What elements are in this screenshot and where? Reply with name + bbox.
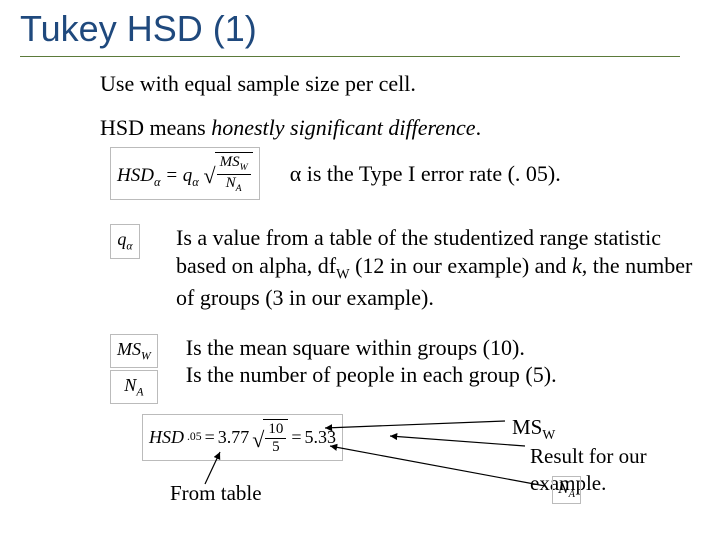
msw-v: MS — [117, 339, 141, 359]
sqrt-icon: √ — [204, 162, 216, 190]
msw-symbol: MSW — [110, 334, 158, 368]
msw-na-definitions: MSW NA Is the mean square within groups … — [100, 334, 700, 404]
na-symbol: NA — [110, 370, 158, 404]
sqrt-icon: √ — [252, 426, 264, 454]
na-v: N — [124, 375, 136, 395]
qd-k: k — [572, 253, 582, 278]
msw-desc: Is the mean square within groups (10). — [186, 334, 700, 362]
f-q: q — [183, 165, 193, 186]
msw-a-sub: W — [542, 427, 555, 442]
hsd-post: . — [476, 115, 482, 140]
hsd-italic: honestly significant difference — [211, 115, 475, 140]
content-body: Use with equal sample size per cell. HSD… — [100, 70, 700, 461]
ex-eq2: = — [291, 426, 301, 449]
line-use: Use with equal sample size per cell. — [100, 70, 700, 98]
ex-lhs-sub: .05 — [187, 430, 202, 445]
from-table-label: From table — [170, 480, 262, 506]
q-alpha-symbol: qα — [110, 224, 140, 258]
na-a-pre: N — [558, 480, 569, 497]
ex-den: 5 — [269, 439, 283, 456]
alpha-rest: is the Type I error rate (. 05). — [301, 161, 561, 186]
na-sub: A — [136, 386, 143, 399]
q-alpha-desc: Is a value from a table of the studentiz… — [176, 224, 700, 311]
ex-eq1: = — [205, 426, 215, 449]
ex-lhs: HSD — [149, 426, 184, 449]
annotations-right: MSW Result for our example. — [512, 414, 700, 496]
ex-num: 10 — [265, 421, 286, 439]
f-num: MS — [220, 154, 240, 170]
line-hsd-means: HSD means honestly significant differenc… — [100, 114, 700, 142]
f-eq: = — [160, 165, 182, 186]
msw-a-pre: MS — [512, 415, 542, 439]
alpha-text: α is the Type I error rate (. 05). — [290, 160, 561, 188]
page-title: Tukey HSD (1) — [20, 8, 680, 54]
title-rule — [20, 56, 680, 57]
formula-and-alpha-row: HSDα = qα √ MSW NA α is the Type I error… — [100, 147, 700, 200]
f-lhs: HSD — [117, 165, 154, 186]
na-annotation: NA — [552, 476, 581, 504]
f-num-sub: W — [240, 162, 248, 173]
na-a-sub: A — [569, 489, 575, 500]
f-den-sub: A — [236, 183, 242, 194]
qd2: (12 in our example) and — [350, 253, 572, 278]
f-den: N — [226, 175, 236, 191]
ex-coef: 3.77 — [218, 426, 250, 449]
msw-sub: W — [141, 349, 151, 362]
hsd-formula: HSDα = qα √ MSW NA — [110, 147, 260, 200]
example-area: HSD.05 = 3.77 √ 10 5 = 5.33 — [100, 414, 700, 461]
q-alpha-definition: qα Is a value from a table of the studen… — [100, 224, 700, 311]
hsd-pre: HSD means — [100, 115, 211, 140]
msw-annotation: MSW — [512, 414, 700, 443]
f-qsub: α — [192, 175, 198, 189]
qd-sub: W — [336, 266, 350, 282]
q-sub: α — [126, 240, 132, 253]
na-desc: Is the number of people in each group (5… — [186, 361, 700, 389]
